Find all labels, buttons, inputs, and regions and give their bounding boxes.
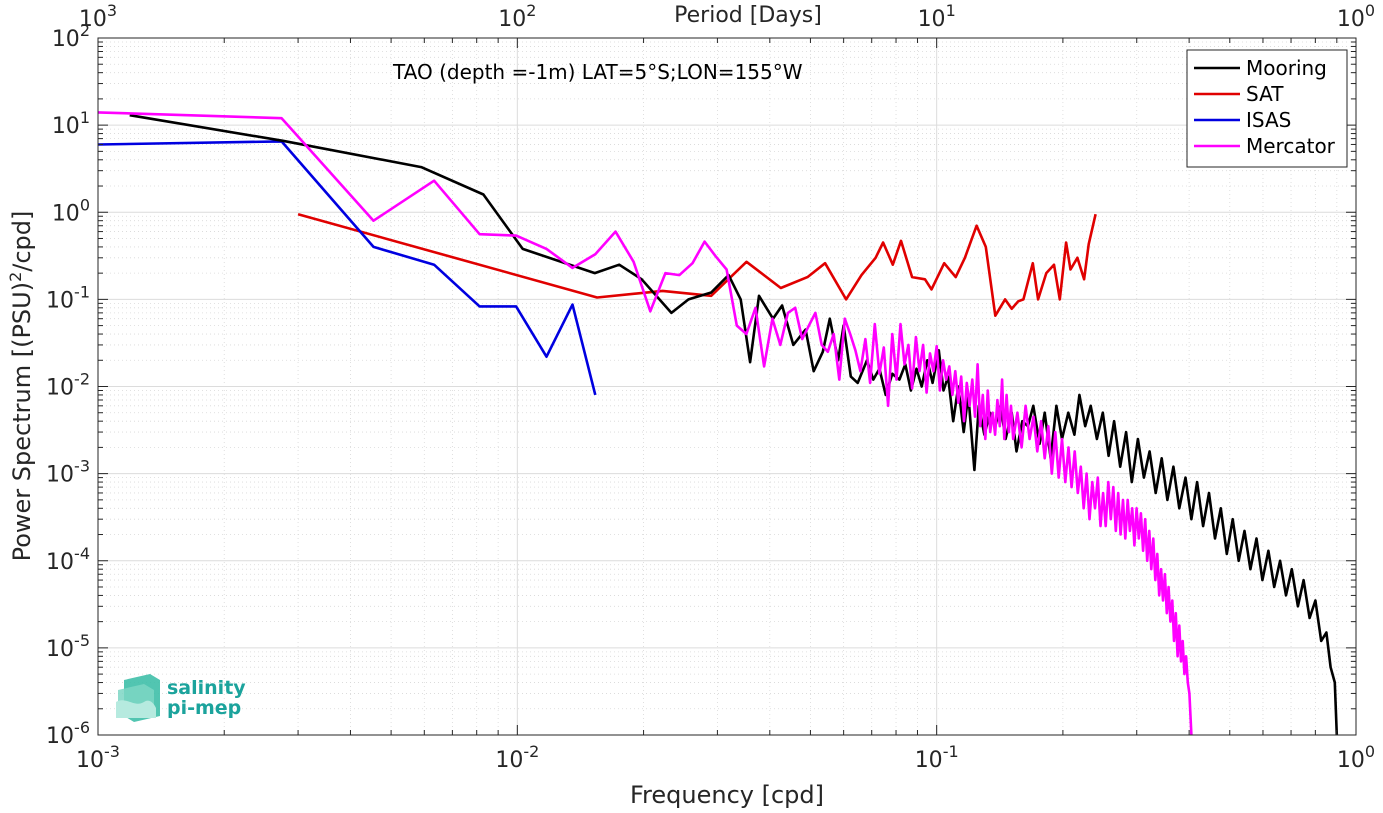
x-top-tick-label: 102 [498, 1, 536, 32]
logo-mark-icon [116, 674, 160, 722]
legend-label-sat: SAT [1246, 82, 1284, 106]
y-tick-label: 101 [52, 108, 90, 139]
x-top-axis-title: Period [Days] [674, 3, 822, 28]
legend-label-isas: ISAS [1246, 108, 1291, 132]
y-tick-label: 10-6 [46, 718, 90, 749]
y-axis-title: Power Spectrum [(PSU)2/cpd] [6, 211, 36, 562]
y-tick-label: 100 [52, 195, 90, 226]
y-tick-label: 10-5 [46, 631, 90, 662]
logo-text-line1: salinity [167, 677, 246, 699]
x-top-tick-label: 101 [918, 1, 956, 32]
x-axis-title: Frequency [cpd] [630, 781, 824, 809]
chart-annotation-title: TAO (depth =-1m) LAT=5°S;LON=155°W [392, 60, 803, 84]
x-tick-label: 10-1 [915, 742, 959, 773]
x-top-tick-label: 100 [1337, 1, 1375, 32]
x-tick-label: 100 [1337, 742, 1375, 773]
legend-box [1186, 49, 1348, 168]
y-tick-label: 102 [52, 21, 90, 52]
x-tick-label: 10-2 [495, 742, 539, 773]
legend-label-mercator: Mercator [1246, 134, 1336, 158]
x-top-tick-label: 103 [79, 1, 117, 32]
legend-label-mooring: Mooring [1246, 56, 1327, 80]
x-tick-label: 10-3 [76, 742, 120, 773]
y-tick-label: 10-1 [46, 282, 90, 313]
y-tick-label: 10-3 [46, 457, 90, 488]
series-line-mercator [97, 111, 1193, 736]
y-tick-label: 10-2 [46, 370, 90, 401]
logo-text-line2: pi-mep [167, 697, 241, 719]
y-tick-label: 10-4 [46, 544, 90, 575]
salinity-pimep-logo: salinity pi-mep [116, 674, 246, 722]
series-lines [97, 111, 1339, 736]
axis-ticks [97, 37, 1357, 736]
series-line-sat [297, 212, 1097, 317]
series-line-isas [97, 140, 597, 396]
